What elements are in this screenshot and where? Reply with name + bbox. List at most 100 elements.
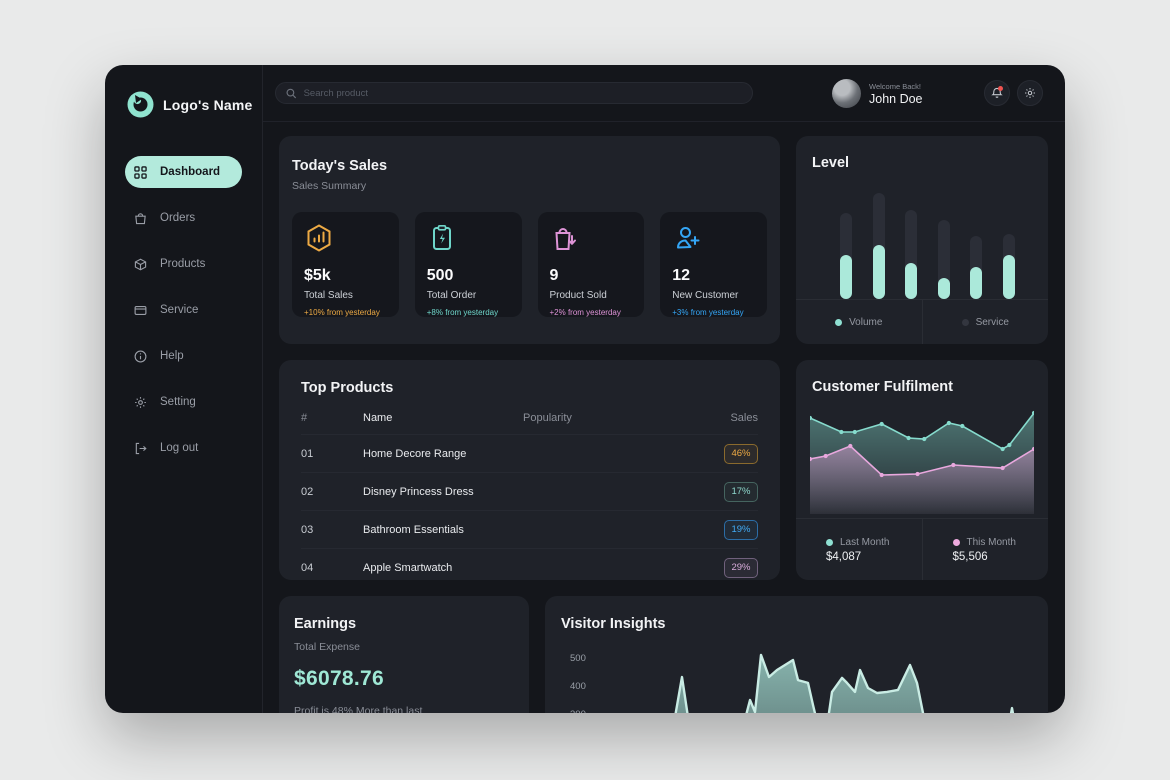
earnings-subtitle: Total Expense bbox=[294, 641, 360, 653]
sidebar-item-logout[interactable]: Log out bbox=[125, 432, 242, 464]
sidebar-item-label: Help bbox=[160, 350, 184, 362]
sidebar-item-label: Service bbox=[160, 304, 199, 316]
search-input[interactable] bbox=[303, 87, 742, 99]
customer-user-plus-icon bbox=[677, 227, 700, 249]
legend-last-month: Last Month $4,087 bbox=[796, 519, 922, 580]
topbar: Welcome Back! John Doe bbox=[263, 65, 1065, 122]
sidebar-item-service[interactable]: Service bbox=[125, 294, 242, 326]
earnings-title: Earnings bbox=[294, 616, 357, 632]
dashboard-grid-icon bbox=[133, 165, 148, 180]
today-sales-card: Today's Sales Sales Summary $5k Total Sa… bbox=[279, 136, 780, 344]
search-icon bbox=[286, 88, 297, 98]
y-tick-500: 500 bbox=[570, 653, 586, 664]
stat-total-sales: $5k Total Sales +10% from yesterday bbox=[292, 212, 399, 317]
stat-product-sold: 9 Product Sold +2% from yesterday bbox=[537, 212, 645, 317]
last-month-value: $4,087 bbox=[826, 550, 862, 563]
today-sales-subtitle: Sales Summary bbox=[292, 180, 367, 192]
row-num: 04 bbox=[301, 561, 314, 574]
row-name: Disney Princess Dress bbox=[363, 485, 474, 498]
row-num: 02 bbox=[301, 485, 314, 498]
stat-delta: +2% from yesterday bbox=[549, 308, 621, 317]
earnings-value: $6078.76 bbox=[294, 667, 384, 690]
visitor-insights-card: Visitor Insights 500 400 300 bbox=[545, 596, 1048, 713]
gear-icon bbox=[1025, 88, 1035, 98]
sidebar-item-label: Log out bbox=[160, 442, 199, 454]
sidebar-item-orders[interactable]: Orders bbox=[125, 202, 242, 234]
stat-delta: +3% from yesterday bbox=[672, 308, 744, 317]
earnings-note: Profit is 48% More than last Month bbox=[294, 705, 423, 713]
level-legend: Volume Service bbox=[796, 299, 1048, 344]
sidebar-item-setting[interactable]: Setting bbox=[125, 386, 242, 418]
sidebar-item-dashboard[interactable]: Dashboard bbox=[125, 156, 242, 188]
row-num: 01 bbox=[301, 447, 314, 460]
sidebar-item-label: Orders bbox=[160, 212, 196, 224]
sidebar-nav: Dashboard Orders Products bbox=[105, 156, 262, 464]
level-chart bbox=[810, 176, 1034, 299]
logo-text: Logo's Name bbox=[163, 96, 253, 113]
stat-label: Total Order bbox=[426, 290, 477, 301]
stat-delta: +8% from yesterday bbox=[426, 308, 499, 317]
help-info-icon bbox=[133, 349, 148, 364]
header-popularity: Popularity bbox=[523, 412, 572, 424]
fulfilment-chart bbox=[810, 410, 1034, 514]
table-row: 02 Disney Princess Dress 17% bbox=[301, 472, 758, 510]
sales-hexagon-chart-icon bbox=[307, 224, 331, 252]
stat-row: $5k Total Sales +10% from yesterday 500 … bbox=[292, 212, 767, 317]
table-row: 03 Bathroom Essentials 19% bbox=[301, 510, 758, 548]
row-name: Apple Smartwatch bbox=[363, 561, 453, 574]
sales-badge: 46% bbox=[724, 443, 758, 464]
stat-label: Total Sales bbox=[304, 290, 353, 301]
customer-fulfilment-card: Customer Fulfilment bbox=[796, 360, 1048, 580]
table-row: 01 Home Decore Range 46% bbox=[301, 434, 758, 472]
visitor-chart bbox=[674, 653, 1015, 713]
dashboard-content: Today's Sales Sales Summary $5k Total Sa… bbox=[263, 122, 1065, 713]
visitor-title: Visitor Insights bbox=[561, 616, 666, 632]
order-clipboard-bolt-icon bbox=[432, 224, 451, 250]
notifications-button[interactable] bbox=[984, 80, 1010, 106]
sales-badge: 17% bbox=[724, 481, 758, 502]
sidebar-item-products[interactable]: Products bbox=[125, 248, 242, 280]
settings-button[interactable] bbox=[1017, 80, 1043, 106]
this-month-label: This Month bbox=[966, 536, 1016, 548]
last-month-dot-icon bbox=[826, 538, 833, 546]
sidebar-item-help[interactable]: Help bbox=[125, 340, 242, 372]
notification-dot bbox=[998, 86, 1003, 91]
volume-dot-icon bbox=[835, 318, 843, 326]
fulfilment-legend: Last Month $4,087 This Month $5,506 bbox=[796, 518, 1048, 580]
top-products-title: Top Products bbox=[301, 380, 394, 396]
y-tick-400: 400 bbox=[570, 681, 586, 692]
table-row: 04 Apple Smartwatch 29% bbox=[301, 548, 758, 586]
user-name: John Doe bbox=[869, 91, 923, 106]
y-tick-300: 300 bbox=[570, 709, 586, 713]
setting-gear-icon bbox=[133, 395, 148, 410]
search-bar bbox=[275, 82, 753, 104]
this-month-value: $5,506 bbox=[952, 550, 988, 563]
logo-icon bbox=[127, 91, 154, 118]
sales-badge: 19% bbox=[724, 519, 758, 540]
bell-icon bbox=[991, 87, 1003, 98]
sidebar-item-label: Products bbox=[160, 258, 206, 270]
header-name: Name bbox=[363, 412, 393, 424]
legend-this-month: This Month $5,506 bbox=[921, 519, 1049, 580]
avatar[interactable] bbox=[832, 79, 861, 108]
stat-value: 500 bbox=[426, 267, 454, 284]
logout-icon bbox=[133, 441, 148, 456]
sidebar-item-label: Setting bbox=[160, 396, 196, 408]
sales-badge: 29% bbox=[724, 557, 758, 578]
orders-bag-icon bbox=[133, 211, 148, 226]
logo: Logo's Name bbox=[105, 65, 262, 118]
sidebar-item-label: Dashboard bbox=[160, 166, 221, 178]
service-dot-icon bbox=[961, 318, 969, 326]
top-products-card: Top Products # Name Popularity Sales 01 … bbox=[279, 360, 780, 580]
service-mail-icon bbox=[133, 303, 148, 318]
product-bag-down-icon bbox=[554, 228, 576, 250]
row-num: 03 bbox=[301, 523, 314, 536]
dashboard-window: Logo's Name Dashboard Orders bbox=[105, 65, 1065, 713]
user-box[interactable]: Welcome Back! John Doe bbox=[832, 79, 923, 108]
stat-new-customer: 12 New Customer +3% from yesterday bbox=[660, 212, 767, 317]
stat-delta: +10% from yesterday bbox=[304, 308, 380, 317]
today-sales-title: Today's Sales bbox=[292, 158, 388, 174]
last-month-label: Last Month bbox=[840, 536, 890, 548]
level-card: Level Volume Service bbox=[796, 136, 1048, 344]
